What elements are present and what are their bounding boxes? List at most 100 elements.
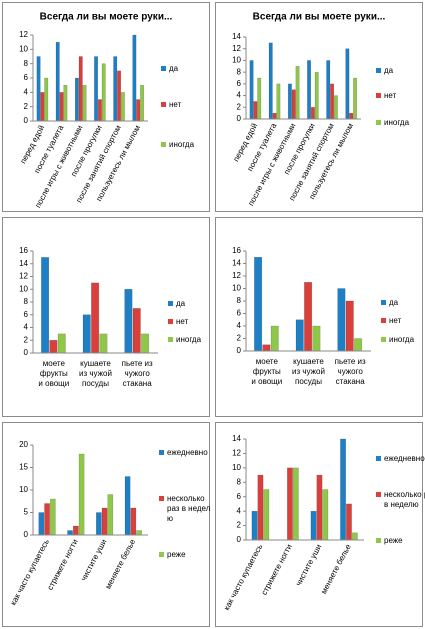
bar <box>136 530 142 536</box>
legend-label: несколько раз в неделю <box>384 490 425 509</box>
bar <box>38 512 45 536</box>
legend-swatch <box>376 120 381 125</box>
bar <box>351 532 358 541</box>
y-tick-label: 14 <box>232 259 241 268</box>
y-tick-label: 10 <box>232 463 241 472</box>
legend-label: да <box>389 298 399 307</box>
y-tick-label: 8 <box>24 59 29 68</box>
y-tick-label: 2 <box>24 102 29 111</box>
legend-label: да <box>169 64 179 73</box>
bar <box>94 56 99 122</box>
legend-swatch <box>168 337 173 342</box>
legend-label: да <box>384 66 394 75</box>
x-tick-label: кушаете из чужой посуды <box>79 359 112 388</box>
bar <box>107 494 114 536</box>
legend-swatch <box>161 142 166 147</box>
chart-panel: 0 5 10 15 20 как часто купаетесь стрижете ногт… <box>2 422 210 627</box>
y-tick-label: 10 <box>232 284 241 293</box>
y-tick-label: 12 <box>19 272 28 281</box>
legend-label: ежедневно <box>384 454 425 463</box>
legend-swatch <box>168 301 173 306</box>
legend-label: иногда <box>169 140 195 149</box>
bar <box>287 83 292 120</box>
y-tick-label: 2 <box>237 521 242 530</box>
y-tick-label: 6 <box>24 310 29 319</box>
legend-swatch <box>161 66 166 71</box>
bar <box>354 338 363 352</box>
bar <box>291 89 296 120</box>
bar <box>292 467 299 541</box>
y-tick-label: 4 <box>237 321 242 330</box>
chart-panel: 0 2 4 6 8 10 12 14 16 моете фрукты и овощи кушаете… <box>215 217 423 417</box>
legend-swatch <box>376 93 381 98</box>
x-tick-label: как часто купаетесь <box>9 538 51 607</box>
y-tick-label: 10 <box>19 44 28 53</box>
bar <box>141 333 150 354</box>
legend-label: нет <box>389 316 402 325</box>
chart-panel: 0 2 4 6 8 10 12 14 16 моете фрукты и овощи кушаете… <box>2 217 210 417</box>
bar <box>310 510 317 541</box>
y-tick-label: 8 <box>237 67 242 76</box>
y-tick-label: 12 <box>232 44 241 53</box>
x-tick-label: меняете белье <box>319 542 353 595</box>
x-tick-label: стрижете ногти <box>45 538 79 592</box>
bar <box>257 77 262 120</box>
bar <box>276 83 281 120</box>
bar <box>50 498 56 536</box>
y-tick-label: 0 <box>24 348 29 357</box>
y-tick-label: 0 <box>237 535 242 544</box>
bar <box>78 453 85 536</box>
bar <box>257 474 264 541</box>
y-tick-label: 2 <box>237 334 242 343</box>
y-tick-label: 5 <box>24 508 29 517</box>
bar <box>82 84 87 122</box>
bar <box>340 438 346 541</box>
y-tick-label: 15 <box>19 463 28 472</box>
y-tick-label: 10 <box>19 284 28 293</box>
bar <box>326 60 331 120</box>
y-tick-label: 4 <box>24 87 29 96</box>
bar <box>262 344 271 352</box>
bar <box>333 95 338 120</box>
legend-label: иногда <box>384 118 410 127</box>
y-tick-label: 12 <box>232 449 241 458</box>
bar <box>132 34 137 122</box>
y-tick-label: 16 <box>19 246 28 255</box>
legend-label: несколько раз в неделю <box>167 494 211 523</box>
bar <box>55 41 60 122</box>
chart: 0 2 4 6 8 10 12 14 16 <box>232 246 386 355</box>
y-tick-label: 6 <box>24 73 29 82</box>
y-tick-label: 0 <box>24 530 29 539</box>
legend-swatch <box>376 456 381 461</box>
bar <box>36 56 41 122</box>
legend-swatch <box>381 318 386 323</box>
bar <box>353 77 358 120</box>
y-tick-label: 6 <box>237 309 242 318</box>
bar <box>132 308 141 354</box>
legend-swatch <box>168 319 173 324</box>
x-tick-label: пьете из чужого стакана <box>121 359 153 388</box>
bar <box>337 288 346 352</box>
legend-swatch <box>376 68 381 73</box>
chart-panel: 0 2 4 6 8 10 12 14 как часто купаетесь стрижете н… <box>215 422 425 627</box>
y-tick-label: 4 <box>237 506 242 515</box>
chart: Всегда ли вы моете руки...02468101214пер… <box>231 12 386 208</box>
bar <box>96 512 102 536</box>
legend-label: реже <box>384 536 403 545</box>
bar <box>113 56 118 122</box>
bar <box>117 70 122 122</box>
bar <box>314 71 319 120</box>
legend-label: нет <box>169 100 182 109</box>
bar <box>349 112 354 120</box>
y-tick-label: 14 <box>232 32 241 41</box>
bar <box>307 60 312 120</box>
chart-title: Всегда ли вы моете руки... <box>253 12 386 23</box>
bar <box>57 333 66 354</box>
legend-label: иногда <box>176 335 202 344</box>
bar <box>322 489 329 541</box>
bar <box>304 282 313 352</box>
bar <box>97 99 102 122</box>
bar <box>44 77 49 122</box>
